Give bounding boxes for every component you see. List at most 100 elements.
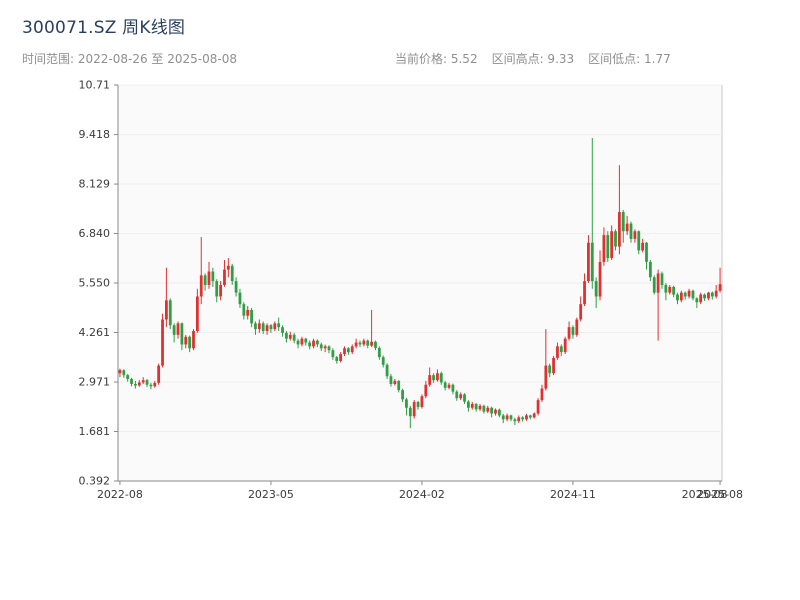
candle (548, 363, 552, 378)
candle (203, 273, 207, 291)
candle (130, 377, 133, 387)
candle (509, 414, 513, 422)
candle (223, 260, 226, 287)
candle (134, 380, 137, 389)
x-tick-label: 2024-02 (399, 488, 445, 501)
candle (219, 281, 222, 301)
candle (300, 336, 304, 347)
candle (254, 321, 257, 335)
candle (408, 405, 412, 429)
candle (416, 400, 420, 410)
candle (505, 413, 509, 422)
candle (405, 397, 408, 416)
candle (161, 313, 164, 368)
candle (490, 406, 494, 418)
x-tick-label: 2022-08 (97, 488, 143, 501)
candle (157, 363, 161, 385)
candle (207, 261, 211, 289)
candle (350, 344, 354, 355)
candle (641, 238, 645, 253)
candle (180, 322, 184, 351)
candle (339, 352, 343, 363)
y-tick-label: 0.392 (79, 475, 111, 488)
candle (598, 250, 602, 301)
x-tick-label: 2025-08 (697, 488, 743, 501)
candle (312, 338, 315, 349)
candle (250, 307, 253, 328)
candle (552, 355, 555, 376)
candle (281, 325, 284, 337)
candle (571, 325, 575, 339)
candle (195, 288, 199, 333)
y-tick-label: 4.261 (79, 326, 111, 339)
candle (126, 373, 130, 382)
candle (370, 309, 373, 348)
candle (343, 346, 346, 356)
y-tick-label: 2.971 (79, 376, 111, 389)
candle (436, 369, 439, 382)
candle (242, 302, 246, 320)
candle (331, 348, 335, 360)
candle (432, 373, 435, 383)
candle (544, 329, 548, 391)
candle (679, 290, 683, 303)
candle (316, 339, 319, 348)
candle (637, 230, 641, 255)
candle (269, 324, 273, 333)
candle (664, 283, 668, 301)
candle (652, 275, 656, 295)
candle (583, 273, 586, 307)
candle (718, 267, 722, 293)
candle (230, 263, 234, 285)
candle (467, 400, 470, 412)
current-price-label: 当前价格: 5.52 (395, 52, 478, 66)
candle (319, 342, 323, 351)
candle (176, 321, 180, 339)
candle (559, 344, 563, 356)
candle (296, 338, 300, 349)
candle (153, 380, 157, 388)
candle (556, 342, 559, 360)
candle (699, 292, 703, 305)
candle (443, 380, 447, 391)
candle (536, 398, 540, 416)
candle (288, 331, 292, 341)
y-tick-label: 1.681 (79, 425, 111, 438)
candle (714, 284, 718, 299)
candle (618, 165, 621, 255)
candle (211, 267, 215, 287)
candle (648, 260, 652, 282)
candle (265, 323, 269, 335)
candle (335, 355, 339, 364)
candle (412, 400, 416, 419)
candle (424, 380, 428, 399)
candle (358, 340, 362, 348)
candle (366, 339, 370, 349)
candle (513, 417, 517, 426)
candle (226, 258, 230, 278)
candle (257, 319, 261, 333)
chart-title: 300071.SZ 周K线图 (22, 18, 186, 38)
candle (528, 414, 532, 420)
candle (525, 413, 528, 421)
candle (707, 291, 710, 301)
candle (633, 229, 637, 243)
candle (521, 416, 524, 422)
candle (660, 271, 664, 289)
candle (389, 373, 393, 387)
y-tick-label: 6.840 (79, 227, 111, 240)
y-tick-label: 9.418 (79, 128, 111, 141)
candle (385, 363, 389, 379)
candle (149, 382, 153, 390)
candle (397, 380, 401, 393)
candle (532, 412, 536, 419)
candle (610, 225, 614, 261)
candle (687, 288, 691, 299)
range-high-label: 区间高点: 9.33 (491, 52, 575, 66)
candle (184, 334, 188, 349)
candle (672, 285, 675, 298)
candle (141, 377, 145, 384)
candle (567, 321, 571, 341)
candle (354, 338, 358, 349)
